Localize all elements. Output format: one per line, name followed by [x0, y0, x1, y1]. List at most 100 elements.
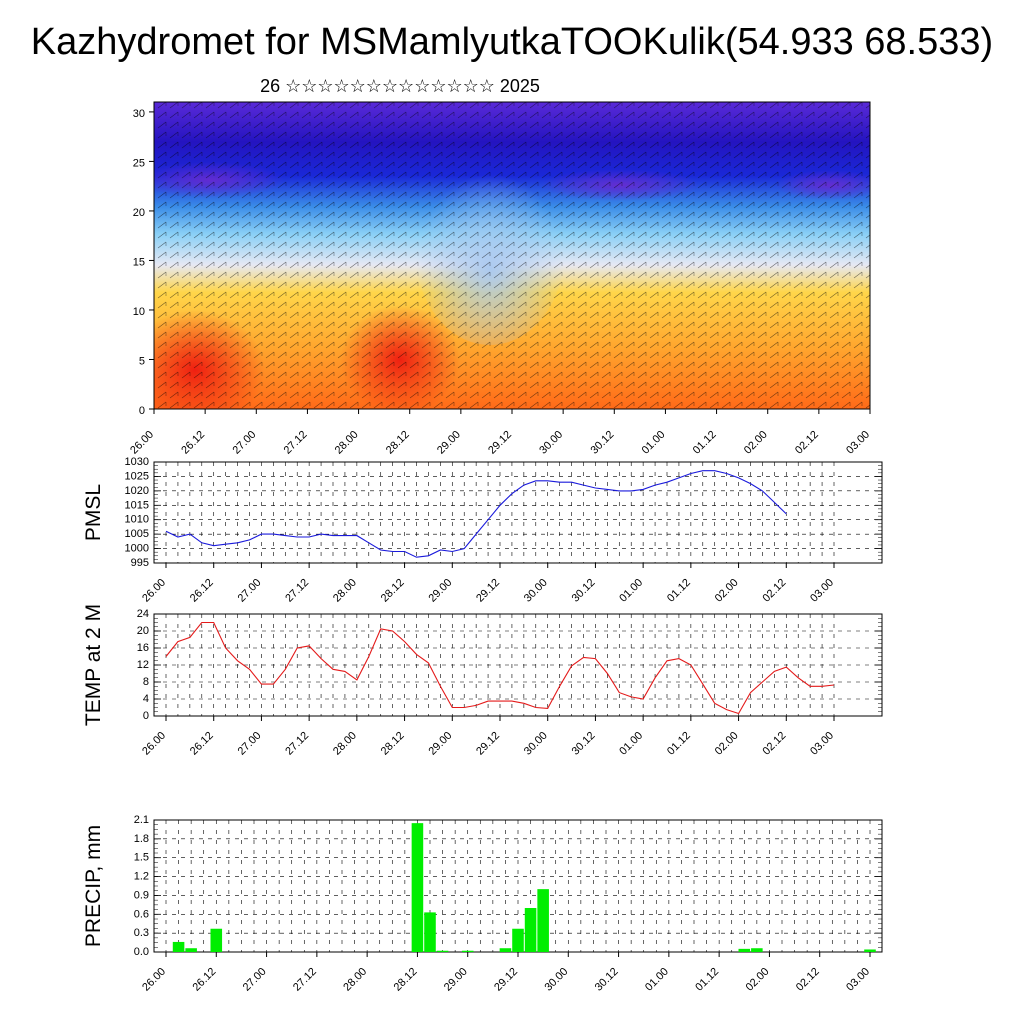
x-tick-label: 02.00	[744, 966, 772, 994]
x-tick-label: 01.12	[693, 966, 721, 994]
x-tick-label: 01.12	[691, 429, 719, 457]
y-tick-label: 30	[133, 108, 145, 120]
y-tick-label: 8	[143, 676, 149, 688]
y-tick-label: 1000	[125, 543, 149, 555]
x-tick-label: 03.00	[844, 966, 872, 994]
x-tick-label: 29.00	[442, 966, 470, 994]
x-tick-label: 01.00	[640, 429, 668, 457]
x-tick-label: 28.12	[379, 730, 407, 758]
precip-bar	[524, 908, 537, 952]
y-tick-label: 10	[133, 306, 145, 318]
x-tick-label: 28.00	[341, 966, 369, 994]
precip-bar	[411, 823, 424, 952]
pmsl-panel: 995 1000 1005 1010 1015 1020 1025 1030 26.00 26.1…	[82, 456, 883, 605]
precip-bar	[499, 948, 512, 952]
y-tick-label: 1.8	[134, 833, 149, 845]
precip-bar	[537, 889, 549, 952]
y-tick-label: 0	[143, 710, 149, 722]
x-tick-label: 30.12	[570, 577, 598, 605]
precip-bar	[185, 948, 197, 952]
x-tick-label: 26.00	[140, 966, 168, 994]
x-tick-label: 26.12	[179, 429, 207, 457]
precip-bar	[461, 950, 474, 952]
precip-bar	[424, 912, 436, 952]
y-tick-label: 20	[137, 625, 149, 637]
temp-panel: 0 4 8 12 16 20 24 26.00 26.12 27.00 27.12 28.00 28.1…	[82, 604, 883, 758]
x-tick-label: 02.12	[793, 429, 821, 457]
y-tick-label: 4	[143, 693, 149, 705]
y-tick-label: 25	[133, 157, 145, 169]
x-tick-label: 01.12	[665, 730, 693, 758]
precip-bar	[210, 928, 223, 952]
y-tick-label: 1025	[125, 470, 149, 482]
y-axis-label: PMSL	[82, 484, 105, 541]
figure-subtitle: 26 ☆☆☆☆☆☆☆☆☆☆☆☆☆ 2025	[260, 76, 540, 96]
precip-bar	[436, 950, 449, 952]
x-tick-label: 02.12	[794, 966, 822, 994]
x-tick-label: 29.12	[492, 966, 520, 994]
x-tick-label: 28.12	[379, 577, 407, 605]
x-tick-label: 01.00	[617, 730, 645, 758]
x-tick-label: 30.00	[537, 429, 565, 457]
x-tick-label: 29.12	[474, 730, 502, 758]
x-tick-label: 29.00	[435, 429, 463, 457]
y-tick-label: 1.2	[134, 871, 149, 883]
x-tick-label: 27.00	[236, 577, 264, 605]
precip-bar	[751, 948, 763, 952]
x-tick-label: 30.12	[593, 966, 621, 994]
y-tick-label: 15	[133, 256, 145, 268]
x-tick-label: 29.00	[426, 730, 454, 758]
x-tick-label: 28.00	[331, 577, 359, 605]
y-tick-label: 20	[133, 207, 145, 219]
x-tick-label: 29.12	[474, 577, 502, 605]
x-tick-label: 03.00	[808, 730, 836, 758]
x-tick-label: 26.12	[188, 577, 216, 605]
y-tick-label: 0.3	[134, 927, 149, 939]
x-tick-label: 02.00	[713, 730, 741, 758]
y-tick-label: 1010	[125, 514, 149, 526]
precip-panel: 0.0 0.3 0.6 0.9 1.2 1.5 1.8 2.1 26.00 26.12 27.00 2…	[82, 814, 883, 994]
x-tick-label: 30.00	[542, 966, 570, 994]
precip-bar	[738, 948, 751, 952]
y-tick-label: 0.6	[134, 908, 149, 920]
y-tick-label: 1020	[125, 485, 149, 497]
y-tick-label: 0	[139, 405, 145, 417]
plot-frame	[153, 461, 883, 564]
x-tick-label: 27.12	[291, 966, 319, 994]
x-tick-label: 27.00	[241, 966, 269, 994]
x-tick-label: 28.12	[384, 429, 412, 457]
x-tick-label: 29.00	[426, 577, 454, 605]
y-tick-label: 1015	[125, 499, 149, 511]
precip-bar	[864, 949, 876, 952]
x-tick-label: 01.00	[617, 577, 645, 605]
wind-barbs	[154, 102, 870, 409]
x-tick-label: 02.12	[760, 577, 788, 605]
series-line	[165, 621, 835, 715]
figure-title: Kazhydromet for MSMamlyutkaTOOKulik(54.9…	[31, 21, 993, 63]
y-tick-label: 12	[137, 659, 149, 671]
y-tick-label: 1030	[125, 456, 149, 468]
x-tick-label: 27.12	[282, 429, 310, 457]
x-tick-label: 30.12	[588, 429, 616, 457]
x-tick-label: 28.00	[333, 429, 361, 457]
x-tick-label: 01.00	[643, 966, 671, 994]
y-tick-label: 1005	[125, 528, 149, 540]
x-tick-label: 27.12	[283, 730, 311, 758]
y-axis-label: PRECIP, mm	[82, 825, 105, 947]
x-tick-label: 03.00	[844, 429, 872, 457]
x-tick-label: 03.00	[808, 577, 836, 605]
series-line	[165, 470, 787, 558]
x-tick-label: 27.12	[283, 577, 311, 605]
y-tick-label: 995	[131, 557, 149, 569]
x-tick-label: 26.00	[128, 429, 156, 457]
x-tick-label: 30.00	[522, 577, 550, 605]
y-tick-label: 0.9	[134, 889, 149, 901]
y-tick-label: 24	[137, 608, 149, 620]
x-tick-label: 29.12	[486, 429, 514, 457]
x-tick-label: 27.00	[236, 730, 264, 758]
x-tick-label: 30.00	[522, 730, 550, 758]
x-tick-label: 30.12	[570, 730, 598, 758]
x-tick-label: 02.12	[760, 730, 788, 758]
y-tick-label: 2.1	[134, 814, 149, 826]
